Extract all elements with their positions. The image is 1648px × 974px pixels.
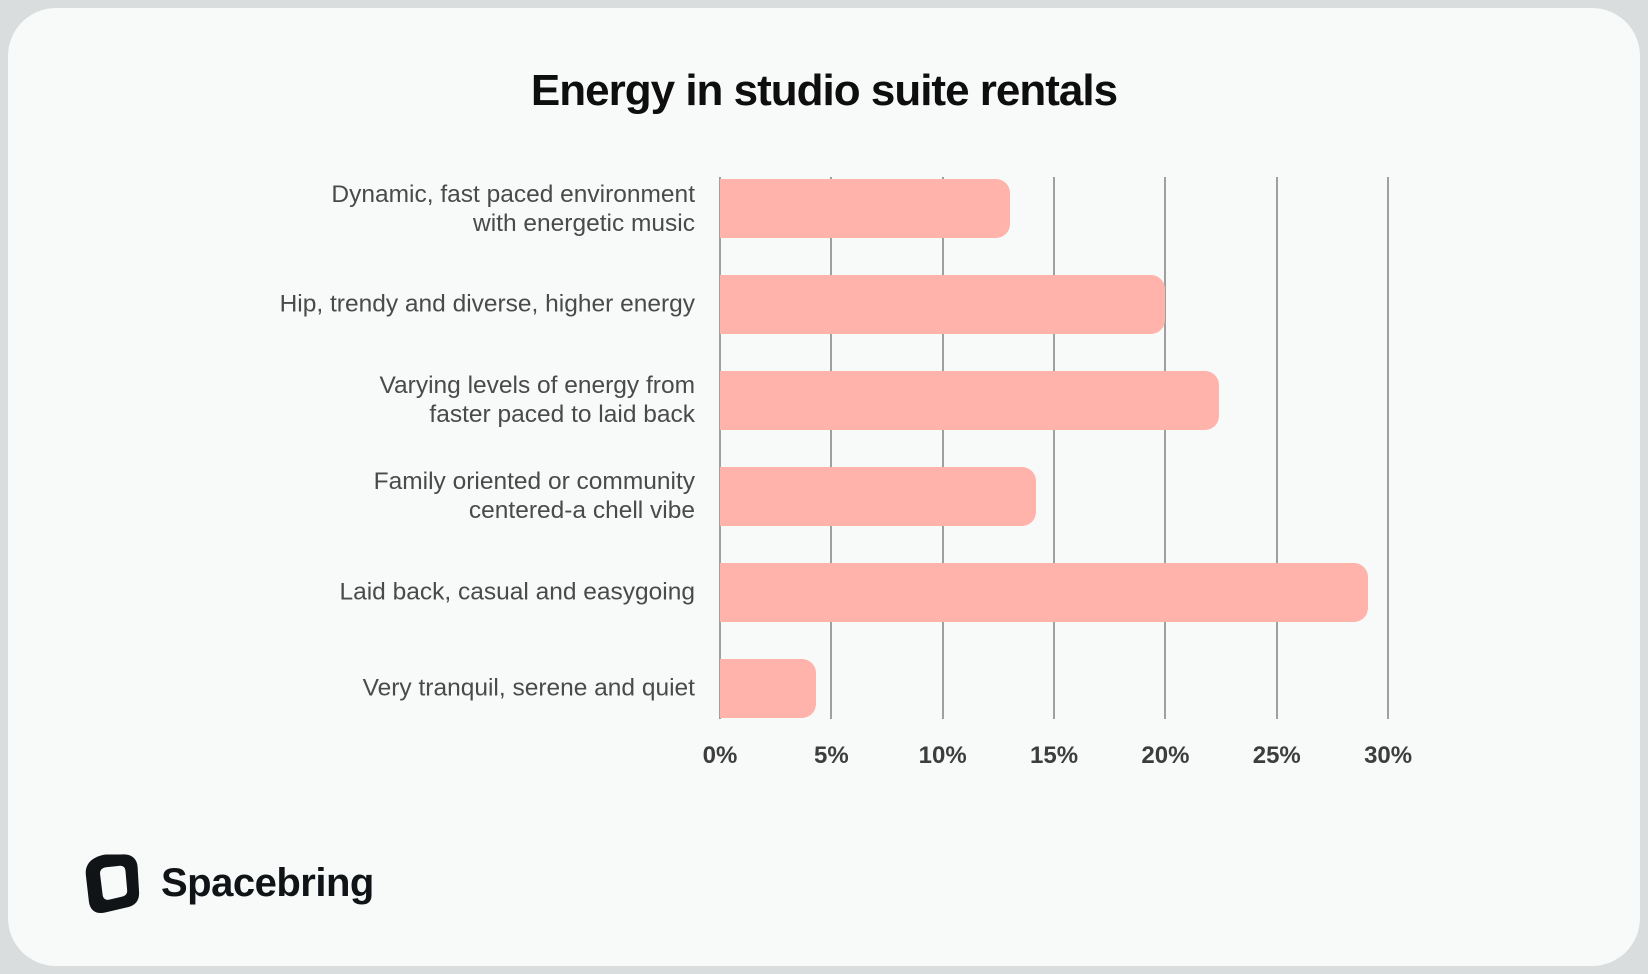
gridline: [941, 177, 944, 719]
bar: [720, 370, 1219, 430]
category-label: Family oriented or community centered-a c…: [373, 468, 695, 525]
brand-footer: Spacebring: [80, 850, 374, 916]
x-tick-label: 5%: [814, 742, 849, 769]
category-label: Very tranquil, serene and quiet: [362, 674, 695, 702]
bar: [720, 562, 1369, 622]
bar-chart: 0% 5% 10% 15% 20% 25% 30% Dynamic, fast paced e…: [8, 8, 1640, 966]
chart-title: Energy in studio suite rentals: [530, 66, 1118, 115]
category-label: Varying levels of energy from faster pace…: [379, 372, 695, 429]
gridline: [830, 177, 833, 719]
x-tick-label: 25%: [1252, 742, 1301, 769]
x-tick-label: 15%: [1030, 742, 1079, 769]
chart-card: Energy in studio suite rentals 0% 5% 10% 15…: [8, 8, 1640, 966]
x-tick-label: 0%: [702, 742, 738, 769]
gridline: [1387, 177, 1390, 719]
bar: [720, 274, 1166, 334]
bar: [720, 658, 816, 718]
gridline: [1275, 177, 1278, 719]
x-tick-label: 30%: [1364, 742, 1413, 769]
gridline: [719, 177, 721, 719]
x-tick-label: 20%: [1141, 742, 1190, 769]
brand-name: Spacebring: [161, 860, 374, 905]
gridline: [1164, 177, 1167, 719]
spacebring-cube-icon: [85, 853, 140, 913]
category-label: Laid back, casual and easygoing: [339, 578, 695, 606]
gridline: [1053, 177, 1056, 719]
category-label: Hip, trendy and diverse, higher energy: [279, 290, 695, 318]
category-label: Dynamic, fast paced environment with ener…: [331, 180, 695, 237]
bar: [720, 179, 1010, 238]
bar: [720, 466, 1037, 526]
x-tick-label: 10%: [918, 742, 967, 769]
